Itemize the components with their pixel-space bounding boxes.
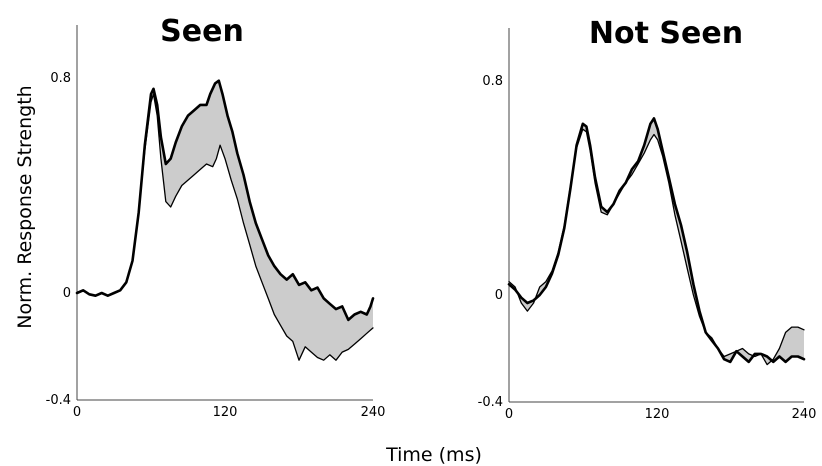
x-tick-label: 240 [361, 405, 386, 420]
x-tick-label: 240 [792, 407, 817, 422]
difference-fill [509, 118, 804, 365]
y-tick-label: 0.8 [482, 74, 503, 89]
series-line-thick [507, 117, 806, 364]
series-line-thin [508, 128, 805, 366]
x-tick-label: 0 [505, 407, 513, 422]
x-tick-label: 120 [645, 407, 670, 422]
y-axis-label: Norm. Response Strength [14, 85, 36, 328]
y-tick-label: 0 [63, 286, 71, 301]
plot-area-seen [75, 79, 375, 361]
x-axis-label: Time (ms) [385, 444, 482, 466]
panel-title-seen: Seen [160, 14, 244, 49]
y-tick-label: -0.4 [478, 395, 503, 410]
x-tick-label: 120 [213, 405, 238, 420]
panel-not-seen: Not Seen 0.8 0 -0.4 0 120 240 [478, 16, 817, 422]
difference-fill [77, 80, 373, 361]
series-line-thin [76, 93, 374, 361]
panel-title-not-seen: Not Seen [589, 16, 743, 51]
x-tick-label: 0 [73, 405, 81, 420]
y-tick-label: -0.4 [46, 393, 71, 408]
y-tick-label: 0.8 [50, 71, 71, 86]
plot-area-not-seen [507, 117, 806, 366]
panel-seen: Seen Norm. Response Strength 0.8 0 -0.4 … [14, 14, 385, 420]
y-tick-label: 0 [495, 288, 503, 303]
